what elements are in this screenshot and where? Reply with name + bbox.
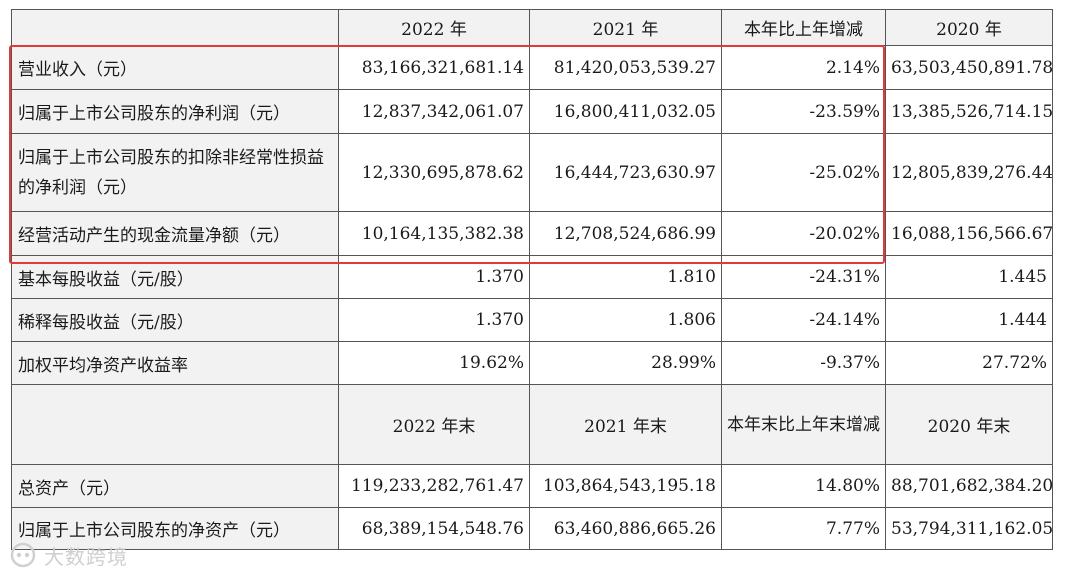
cell-2020: 63,503,450,891.78: [885, 45, 1053, 90]
table-row: 加权平均净资产收益率 19.62% 28.99% -9.37% 27.72%: [11, 341, 1053, 385]
cell-change: -25.02%: [721, 133, 886, 212]
row-label: 营业收入（元）: [11, 45, 339, 90]
header-2021-end: 2021 年末: [529, 384, 722, 465]
row-label: 总资产（元）: [11, 464, 339, 508]
table-row: 稀释每股收益（元/股） 1.370 1.806 -24.14% 1.444: [11, 298, 1053, 342]
row-label: 基本每股收益（元/股）: [11, 255, 339, 299]
cell-2022: 68,389,154,548.76: [338, 507, 530, 550]
cell-2021: 1.806: [529, 298, 722, 342]
watermark: 大数跨境: [8, 540, 128, 570]
table-row: 归属于上市公司股东的扣除非经常性损益的净利润（元） 12,330,695,878…: [11, 133, 1053, 212]
financial-summary-table: 2022 年 2021 年 本年比上年增减 2020 年 营业收入（元） 83,…: [11, 9, 1053, 550]
header-row-year-end: 2022 年末 2021 年末 本年末比上年末增减 2020 年末: [11, 384, 1053, 465]
cell-2021: 81,420,053,539.27: [529, 45, 722, 90]
cell-change: 2.14%: [721, 45, 886, 90]
cell-2022: 19.62%: [338, 341, 530, 385]
cell-change: -20.02%: [721, 211, 886, 256]
row-label: 归属于上市公司股东的扣除非经常性损益的净利润（元）: [11, 133, 339, 212]
row-label: 加权平均净资产收益率: [11, 341, 339, 385]
cell-change: 14.80%: [721, 464, 886, 508]
row-label: 归属于上市公司股东的净资产（元）: [11, 507, 339, 550]
header-change-end: 本年末比上年末增减: [721, 384, 886, 465]
cell-change: -24.31%: [721, 255, 886, 299]
cell-change: -9.37%: [721, 341, 886, 385]
cell-2020: 27.72%: [885, 341, 1053, 385]
cell-2020: 13,385,526,714.15: [885, 89, 1053, 134]
header-2022-end: 2022 年末: [338, 384, 530, 465]
cell-change: 7.77%: [721, 507, 886, 550]
cell-2020: 88,701,682,384.20: [885, 464, 1053, 508]
cell-2021: 103,864,543,195.18: [529, 464, 722, 508]
brand-logo-icon: [10, 542, 36, 568]
row-label: 经营活动产生的现金流量净额（元）: [11, 211, 339, 256]
header-2022: 2022 年: [338, 9, 530, 46]
cell-2020: 1.444: [885, 298, 1053, 342]
header-row-years: 2022 年 2021 年 本年比上年增减 2020 年: [11, 9, 1053, 46]
cell-change: -23.59%: [721, 89, 886, 134]
cell-2022: 10,164,135,382.38: [338, 211, 530, 256]
cell-2020: 53,794,311,162.05: [885, 507, 1053, 550]
cell-2020: 12,805,839,276.44: [885, 133, 1053, 212]
cell-2020: 16,088,156,566.67: [885, 211, 1053, 256]
header-2020-end: 2020 年末: [885, 384, 1053, 465]
cell-2021: 63,460,886,665.26: [529, 507, 722, 550]
cell-2022: 119,233,282,761.47: [338, 464, 530, 508]
table-row: 归属于上市公司股东的净资产（元） 68,389,154,548.76 63,46…: [11, 507, 1053, 550]
header-2020: 2020 年: [885, 9, 1053, 46]
table-row: 基本每股收益（元/股） 1.370 1.810 -24.31% 1.445: [11, 255, 1053, 299]
watermark-text: 大数跨境: [44, 544, 128, 569]
row-label: 稀释每股收益（元/股）: [11, 298, 339, 342]
table-row: 归属于上市公司股东的净利润（元） 12,837,342,061.07 16,80…: [11, 89, 1053, 134]
cell-2021: 1.810: [529, 255, 722, 299]
cell-2022: 1.370: [338, 255, 530, 299]
cell-change: -24.14%: [721, 298, 886, 342]
table-row: 总资产（元） 119,233,282,761.47 103,864,543,19…: [11, 464, 1053, 508]
cell-2022: 12,330,695,878.62: [338, 133, 530, 212]
header-2021: 2021 年: [529, 9, 722, 46]
cell-2020: 1.445: [885, 255, 1053, 299]
header-change: 本年比上年增减: [721, 9, 886, 46]
row-label: 归属于上市公司股东的净利润（元）: [11, 89, 339, 134]
cell-2021: 12,708,524,686.99: [529, 211, 722, 256]
header-blank-cell: [11, 384, 339, 465]
cell-2021: 16,444,723,630.97: [529, 133, 722, 212]
table-row: 经营活动产生的现金流量净额（元） 10,164,135,382.38 12,70…: [11, 211, 1053, 256]
cell-2022: 12,837,342,061.07: [338, 89, 530, 134]
cell-2022: 1.370: [338, 298, 530, 342]
header-blank-cell: [11, 9, 339, 46]
cell-2021: 16,800,411,032.05: [529, 89, 722, 134]
cell-2022: 83,166,321,681.14: [338, 45, 530, 90]
cell-2021: 28.99%: [529, 341, 722, 385]
table-row: 营业收入（元） 83,166,321,681.14 81,420,053,539…: [11, 45, 1053, 90]
